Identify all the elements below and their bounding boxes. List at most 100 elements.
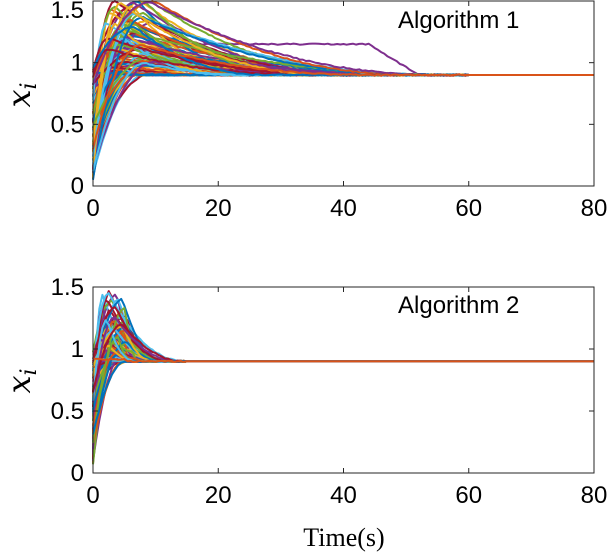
- series-line-top-19: [92, 69, 594, 114]
- series-line-bottom-53: [92, 317, 594, 379]
- series-line-bottom-46: [92, 359, 594, 455]
- series-lines-bottom: [92, 290, 594, 465]
- series-line-bottom-85: [92, 341, 594, 442]
- series-line-bottom-78: [92, 325, 594, 403]
- series-line-bottom-93: [92, 352, 594, 431]
- series-line-top-33: [92, 70, 594, 137]
- series-line-bottom-37: [92, 357, 594, 458]
- series-line-top-71: [92, 71, 594, 147]
- y-axis-label-bottom-main: x: [0, 376, 38, 394]
- series-line-bottom-39: [92, 339, 594, 440]
- series-line-top-6: [92, 73, 594, 149]
- series-line-bottom-15: [92, 325, 594, 388]
- series-line-top-83: [92, 13, 594, 164]
- series-line-bottom-75: [92, 334, 594, 422]
- y-tick-label-top-2: 1: [71, 50, 84, 77]
- series-line-bottom-28: [92, 359, 594, 401]
- x-tick-label-top-3: 60: [455, 195, 482, 222]
- series-line-bottom-89: [92, 358, 594, 405]
- series-line-bottom-52: [92, 355, 594, 402]
- x-tick-label-bottom-0: 0: [86, 482, 99, 509]
- series-line-top-54: [92, 11, 594, 167]
- series-line-bottom-4: [92, 359, 594, 421]
- panel-algorithm-2: 0 20 40 60 80 0 0.5 1 1.5 Algorithm 2 xi Time(s): [0, 274, 607, 552]
- series-line-bottom-100: [92, 357, 594, 363]
- series-line-bottom-3: [92, 359, 594, 377]
- series-line-bottom-99: [92, 359, 594, 435]
- y-tick-label-top-0: 0: [71, 173, 84, 200]
- series-line-bottom-5: [92, 331, 594, 372]
- series-line-bottom-59: [92, 335, 594, 395]
- series-line-bottom-68: [92, 343, 594, 427]
- y-axis-label-top-sub: i: [17, 82, 42, 89]
- series-line-bottom-40: [92, 321, 594, 363]
- x-tick-label-top-4: 80: [581, 195, 608, 222]
- ticks-bottom: 0 20 40 60 80 0 0.5 1 1.5: [51, 274, 608, 509]
- series-line-bottom-21: [92, 309, 594, 442]
- series-line-bottom-98: [92, 323, 594, 393]
- y-tick-label-bottom-2: 1: [71, 336, 84, 363]
- x-tick-label-bottom-2: 40: [330, 482, 357, 509]
- series-line-bottom-70: [92, 331, 594, 459]
- series-line-bottom-6: [92, 342, 594, 412]
- series-line-bottom-96: [92, 336, 594, 443]
- y-axis-label-bottom-sub: i: [17, 368, 42, 375]
- series-line-bottom-35: [92, 347, 594, 449]
- panel-algorithm-1: 0 20 40 60 80 0 0.5 1 1.5 Algorithm 1 xi: [0, 0, 607, 222]
- series-line-bottom-67: [92, 354, 594, 462]
- series-line-bottom-7: [92, 328, 594, 409]
- series-line-top-1: [92, 73, 594, 179]
- x-tick-label-top-2: 40: [330, 195, 357, 222]
- series-line-bottom-44: [92, 310, 594, 463]
- series-line-bottom-72: [92, 329, 594, 425]
- series-line-top-20: [92, 73, 594, 174]
- series-line-top-59: [92, 70, 594, 146]
- series-lines-top: [92, 0, 594, 180]
- x-tick-label-top-1: 20: [205, 195, 232, 222]
- x-tick-label-bottom-1: 20: [205, 482, 232, 509]
- series-line-top-44: [92, 73, 594, 167]
- series-line-bottom-73: [92, 325, 594, 377]
- y-axis-label-top-main: x: [0, 90, 38, 108]
- y-tick-label-bottom-1: 0.5: [51, 398, 84, 425]
- series-line-top-34: [92, 70, 594, 132]
- series-line-bottom-51: [92, 354, 594, 442]
- series-line-top-79: [92, 68, 594, 123]
- algorithm-2-annotation: Algorithm 2: [398, 292, 519, 319]
- series-line-bottom-22: [92, 359, 594, 446]
- x-axis-label: Time(s): [303, 523, 384, 552]
- series-line-bottom-33: [92, 355, 594, 437]
- series-line-bottom-82: [92, 307, 594, 465]
- series-line-bottom-24: [92, 322, 594, 392]
- ticks-top: 0 20 40 60 80 0 0.5 1 1.5: [51, 0, 608, 222]
- series-line-bottom-80: [92, 359, 594, 386]
- series-line-top-69: [92, 68, 594, 117]
- series-line-bottom-19: [92, 359, 594, 427]
- series-line-bottom-56: [92, 318, 594, 392]
- series-line-bottom-55: [92, 315, 594, 414]
- series-line-bottom-65: [92, 320, 594, 432]
- y-axis-label-top: xi: [0, 82, 42, 107]
- series-line-top-57: [92, 69, 594, 120]
- y-tick-label-top-1: 0.5: [51, 111, 84, 138]
- y-axis-label-bottom: xi: [0, 368, 42, 393]
- series-line-top-50: [92, 62, 594, 153]
- series-line-bottom-25: [92, 334, 594, 376]
- series-line-bottom-1: [92, 360, 594, 433]
- y-tick-label-top-3: 1.5: [51, 0, 84, 24]
- series-line-top-97: [92, 62, 594, 172]
- y-tick-label-bottom-0: 0: [71, 460, 84, 487]
- series-line-bottom-48: [92, 318, 594, 413]
- series-line-bottom-54: [92, 324, 594, 390]
- series-line-bottom-31: [92, 336, 594, 410]
- y-tick-label-bottom-3: 1.5: [51, 274, 84, 301]
- series-line-top-58: [92, 69, 594, 130]
- series-line-bottom-45: [92, 359, 594, 395]
- series-line-bottom-83: [92, 328, 594, 370]
- series-line-bottom-36: [92, 359, 594, 395]
- algorithm-1-annotation: Algorithm 1: [398, 7, 519, 34]
- series-line-top-37: [92, 73, 594, 138]
- series-line-bottom-2: [92, 359, 594, 438]
- x-tick-label-bottom-3: 60: [455, 482, 482, 509]
